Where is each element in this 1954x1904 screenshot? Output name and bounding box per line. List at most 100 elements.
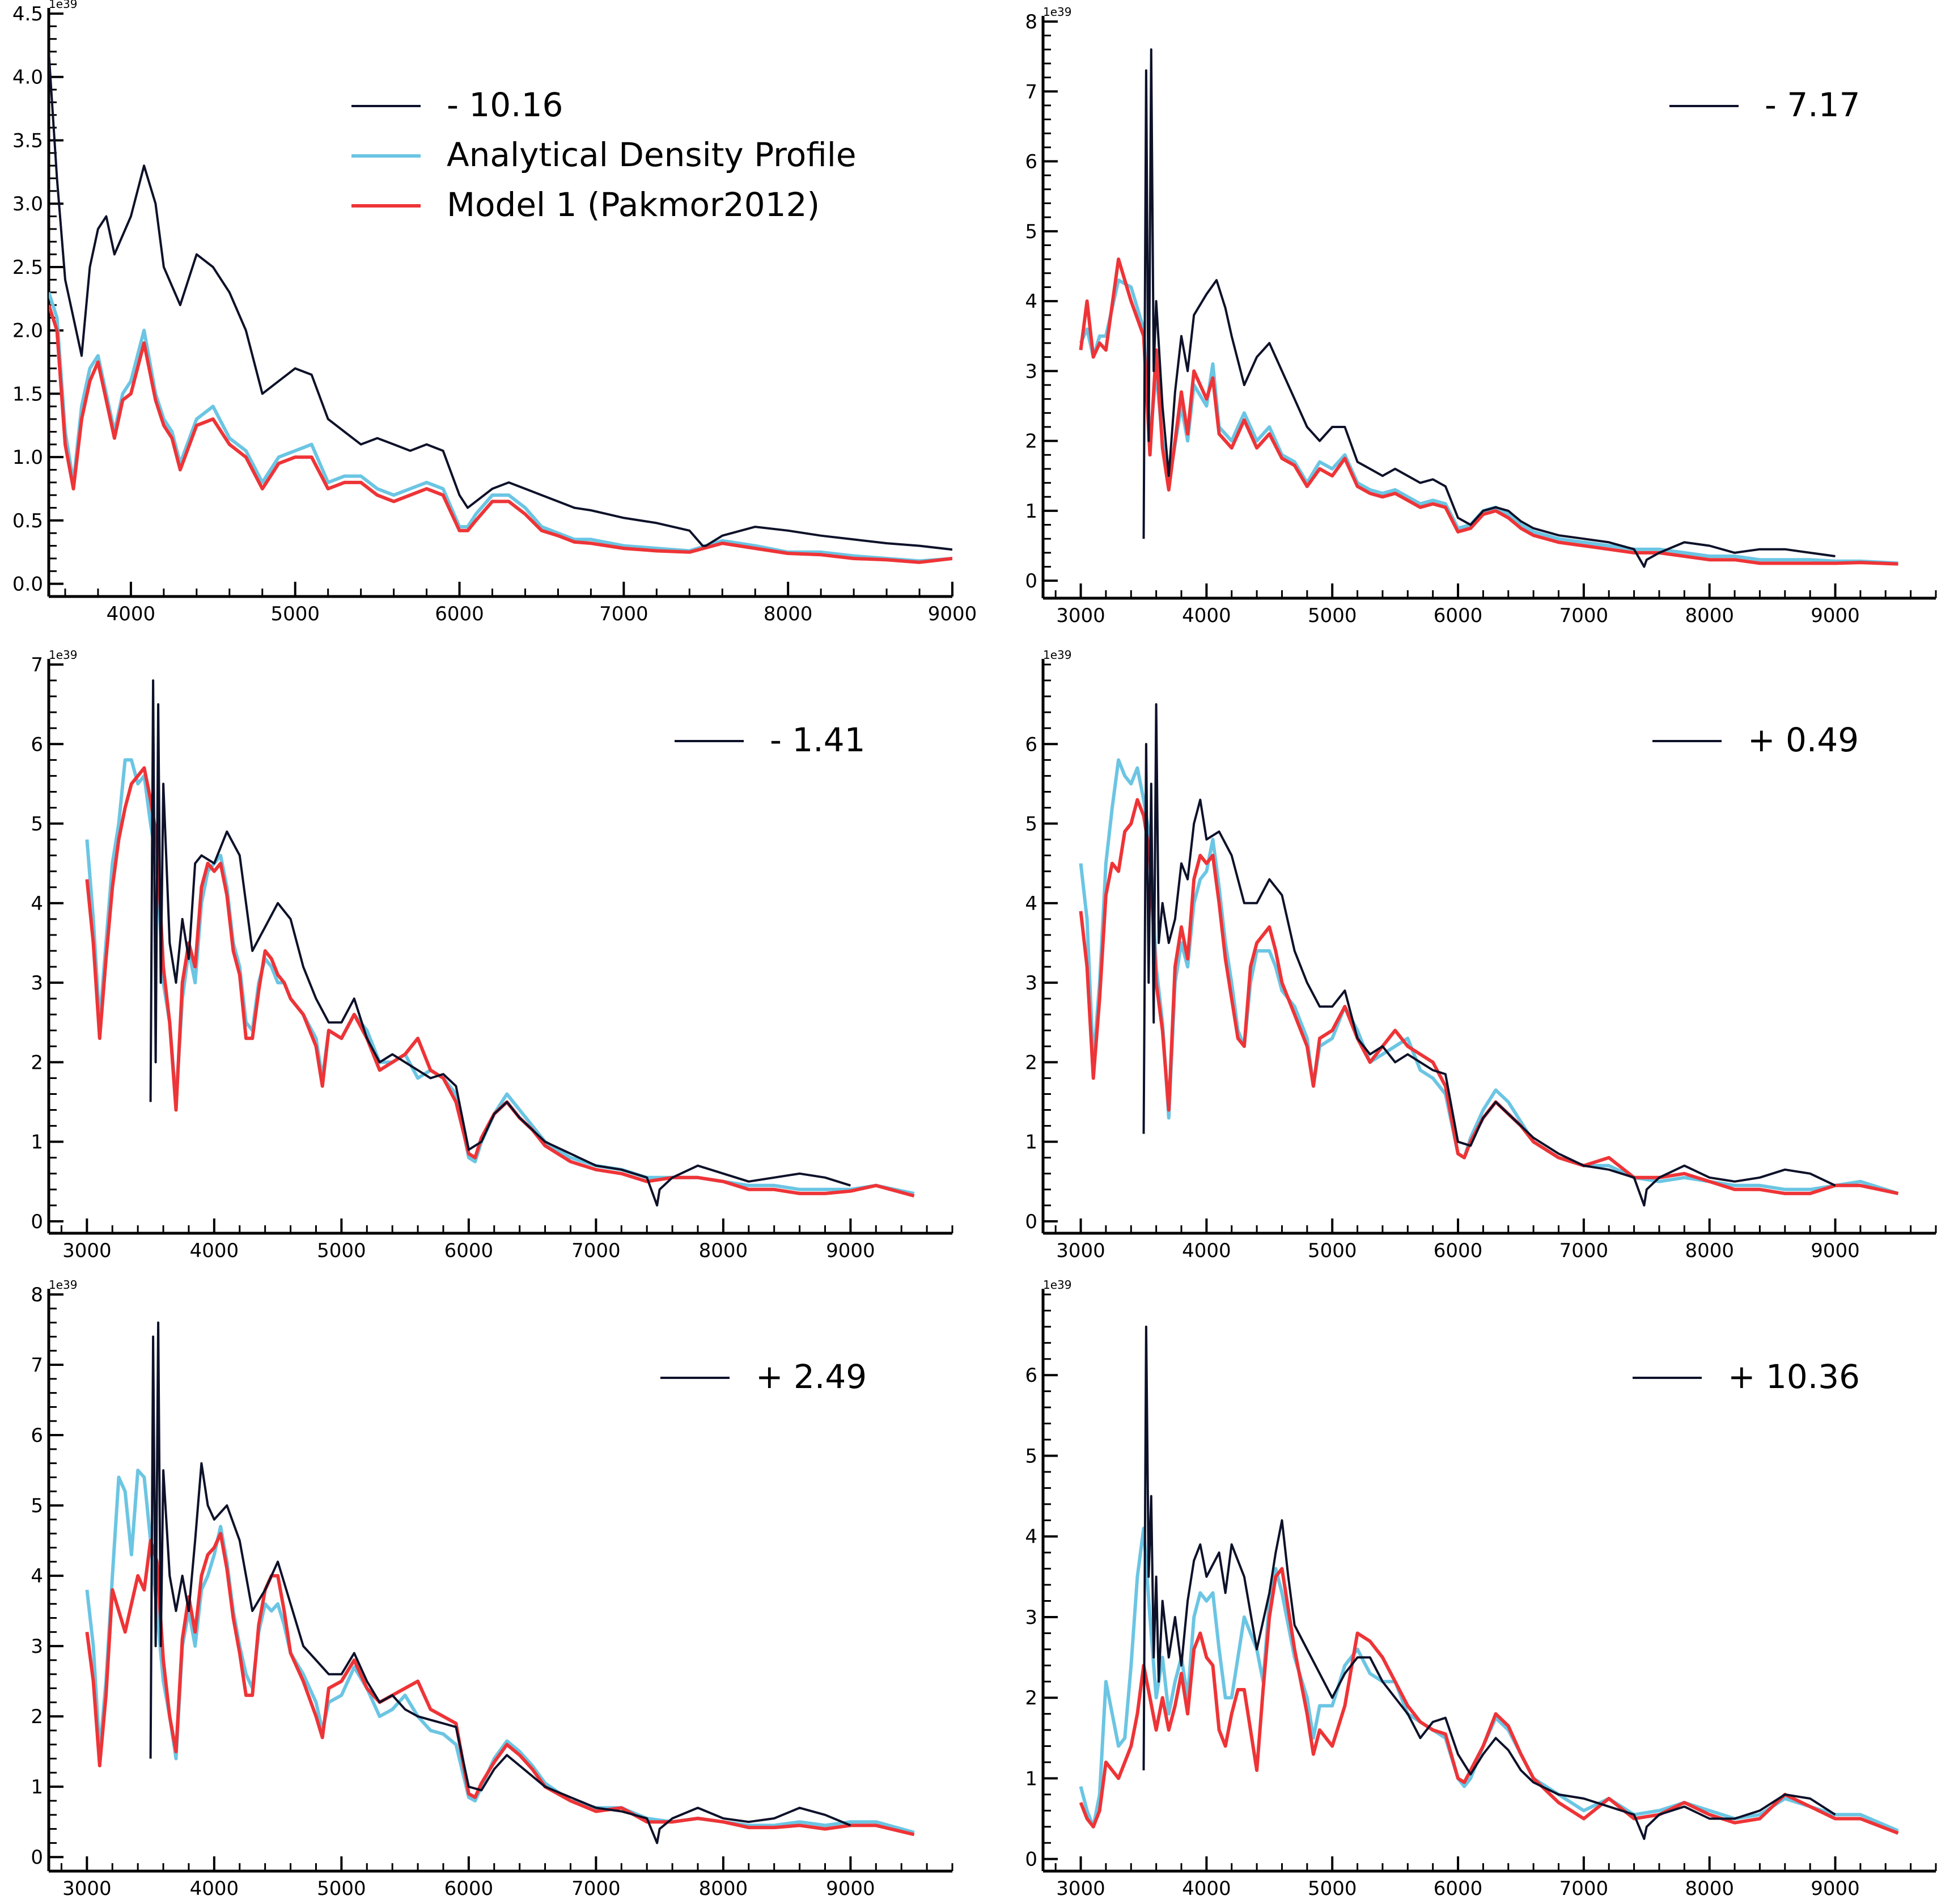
y-tick-label: 2	[1025, 1687, 1037, 1710]
chart-panel-middle-right: 3000 4000 5000 6000 7000 8000 9000 0 1 2 3 4 5 6 1e39 +…	[1025, 648, 1937, 1262]
x-tick-label: 4000	[1182, 604, 1231, 627]
y-tick-label: 1	[1025, 1131, 1037, 1154]
x-tick-label: 5000	[1308, 1239, 1357, 1262]
y-tick-label: 4	[31, 1565, 43, 1588]
x-tick-label: 3000	[1056, 1877, 1105, 1900]
legend-label-observed: + 2.49	[756, 1357, 867, 1396]
x-tick-label: 8000	[1685, 604, 1734, 627]
x-tick-label: 4000	[190, 1239, 239, 1262]
x-tick-label: 6000	[1434, 604, 1483, 627]
x-tick-label: 8000	[699, 1877, 748, 1900]
legend-label-analytical: Analytical Density Profile	[447, 136, 857, 174]
y-tick-label: 3.5	[12, 129, 43, 152]
y-tick-label: 6	[1025, 733, 1037, 756]
y-tick-label: 6	[31, 733, 43, 756]
y-tick-label: 2	[1025, 1051, 1037, 1074]
series-line-model	[1079, 257, 1898, 566]
x-tick-label: 7000	[599, 603, 648, 625]
y-tick-label: 3.0	[12, 193, 43, 215]
offset-text: 1e39	[49, 648, 77, 662]
y-tick-label: 3	[31, 972, 43, 995]
y-tick-label: 5	[31, 1495, 43, 1517]
series-line-analytical	[85, 758, 915, 1195]
y-tick-label: 5	[1025, 813, 1037, 836]
x-tick-label: 8000	[1685, 1877, 1734, 1900]
x-tick-label: 6000	[435, 603, 484, 625]
series-line-model	[1079, 798, 1899, 1195]
y-tick-label: 6	[31, 1424, 43, 1447]
series-line-model	[49, 304, 952, 564]
chart-panel-middle-left: 3000 4000 5000 6000 7000 8000 9000 0 1 2 3 4 5 6 7 1e39…	[31, 648, 953, 1262]
series-line-analytical	[49, 291, 952, 563]
x-tick-label: 5000	[1308, 604, 1357, 627]
y-tick-label: 1.5	[12, 383, 43, 405]
x-tick-label: 4000	[1182, 1239, 1231, 1262]
y-tick-label: 7	[1025, 81, 1037, 103]
y-tick-label: 2	[31, 1051, 43, 1074]
x-tick-label: 3000	[62, 1239, 112, 1262]
legend-label-observed: - 10.16	[447, 86, 563, 124]
y-tick-label: 1	[31, 1131, 43, 1154]
x-tick-label: 3000	[1056, 604, 1105, 627]
x-tick-label: 5000	[270, 603, 320, 625]
offset-text: 1e39	[49, 0, 77, 11]
x-tick-label: 5000	[317, 1877, 366, 1900]
y-tick-label: 0.5	[12, 510, 43, 532]
y-tick-label: 3	[31, 1635, 43, 1658]
y-tick-label: 4	[1025, 290, 1037, 313]
y-tick-label: 4	[31, 892, 43, 915]
series-line-model	[85, 766, 915, 1198]
x-tick-label: 8000	[699, 1239, 748, 1262]
x-tick-label: 7000	[1559, 1239, 1609, 1262]
chart-panel-bottom-left: 3000 4000 5000 6000 7000 8000 9000 0 1 2 3 4 5 6 7 8 1e3…	[31, 1278, 953, 1900]
legend-label-model: Model 1 (Pakmor2012)	[447, 185, 820, 224]
y-tick-label: 0	[31, 1211, 43, 1233]
x-tick-label: 5000	[317, 1239, 366, 1262]
legend-label-observed: + 10.36	[1728, 1357, 1860, 1396]
legend-label-observed: - 7.17	[1765, 86, 1860, 124]
series-line-observed	[1142, 703, 1836, 1207]
y-tick-label: 6	[1025, 1364, 1037, 1387]
y-tick-label: 4.0	[12, 66, 43, 89]
series-line-observed	[149, 1321, 851, 1844]
x-tick-label: 9000	[826, 1239, 875, 1262]
x-tick-label: 7000	[571, 1877, 621, 1900]
offset-text: 1e39	[1043, 648, 1071, 662]
y-tick-label: 1.0	[12, 446, 43, 469]
y-tick-label: 5	[1025, 1445, 1037, 1467]
chart-panel-top-right: 3000 4000 5000 6000 7000 8000 9000 0 1 2 3 4 5 6 7 8 1e3…	[1025, 5, 1937, 627]
x-tick-label: 9000	[1811, 1877, 1860, 1900]
y-tick-label: 1	[31, 1776, 43, 1799]
y-tick-label: 5	[1025, 221, 1037, 243]
x-tick-label: 9000	[928, 603, 977, 625]
legend: + 10.36	[1633, 1357, 1860, 1396]
y-tick-label: 4.5	[12, 3, 43, 26]
chart-panel-bottom-right: 3000 4000 5000 6000 7000 8000 9000 0 1 2 3 4 5 6 1e39 +…	[1025, 1278, 1937, 1900]
legend: - 10.16 Analytical Density Profile Model 1…	[351, 86, 857, 224]
x-tick-label: 6000	[1434, 1239, 1483, 1262]
x-tick-label: 3000	[62, 1877, 112, 1900]
y-tick-label: 0.0	[12, 573, 43, 596]
series-line-model	[85, 1531, 915, 1837]
x-tick-label: 4000	[107, 603, 156, 625]
x-tick-label: 9000	[1811, 604, 1860, 627]
y-tick-label: 5	[31, 813, 43, 836]
y-tick-label: 3	[1025, 360, 1037, 383]
y-tick-label: 0	[31, 1846, 43, 1869]
x-tick-label: 8000	[764, 603, 813, 625]
series-line-observed	[1142, 1325, 1836, 1840]
y-tick-label: 2	[1025, 430, 1037, 453]
series-line-analytical	[1079, 278, 1898, 565]
y-tick-label: 0	[1025, 570, 1037, 593]
series-line-model	[1079, 1567, 1899, 1835]
x-tick-label: 8000	[1685, 1239, 1734, 1262]
legend: + 0.49	[1652, 721, 1859, 759]
x-tick-label: 7000	[571, 1239, 621, 1262]
offset-text: 1e39	[1043, 1278, 1071, 1292]
offset-text: 1e39	[1043, 5, 1071, 19]
legend: - 1.41	[675, 721, 866, 759]
legend-label-observed: - 1.41	[770, 721, 866, 759]
y-tick-label: 0	[1025, 1211, 1037, 1233]
y-tick-label: 8	[1025, 11, 1037, 33]
